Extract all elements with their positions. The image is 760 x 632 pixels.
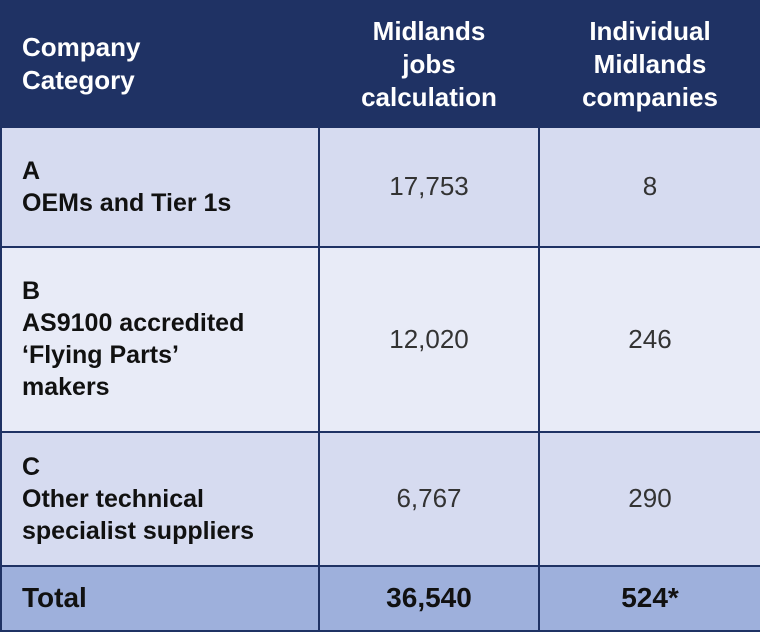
data-row: B AS9100 accredited ‘Flying Parts’ makers 12… bbox=[0, 245, 760, 433]
header-cell: Midlands jobs calculation bbox=[318, 0, 540, 128]
data-row: A OEMs and Tier 1s 17,753 8 bbox=[0, 126, 760, 248]
header-cell: Company Category bbox=[0, 0, 320, 128]
companies-cell: 8 bbox=[538, 126, 760, 248]
jobs-cell: 17,753 bbox=[318, 126, 540, 248]
companies-cell: 290 bbox=[538, 430, 760, 567]
category-letter: C bbox=[22, 452, 41, 481]
category-name: AS9100 accredited bbox=[22, 309, 245, 338]
category-name: Other technical bbox=[22, 484, 204, 513]
category-cell: C Other technical specialist suppliers bbox=[0, 430, 320, 567]
category-letter: B bbox=[22, 277, 41, 306]
total-row: Total 36,540 524* bbox=[0, 564, 760, 632]
table-body: A OEMs and Tier 1s 17,753 8 B AS9100 accredit… bbox=[0, 126, 760, 632]
category-name: OEMs and Tier 1s bbox=[22, 188, 232, 217]
jobs-cell: 12,020 bbox=[318, 245, 540, 433]
data-row: C Other technical specialist suppliers 6,76… bbox=[0, 430, 760, 567]
total-cell: 36,540 bbox=[318, 564, 540, 632]
category-name: specialist suppliers bbox=[22, 516, 255, 545]
companies-cell: 246 bbox=[538, 245, 760, 433]
category-name: ‘Flying Parts’ bbox=[22, 341, 179, 370]
header-row: Company Category Midlands jobs calculatio… bbox=[0, 0, 760, 128]
total-cell: Total bbox=[0, 564, 320, 632]
category-cell: A OEMs and Tier 1s bbox=[0, 126, 320, 248]
category-cell: B AS9100 accredited ‘Flying Parts’ makers bbox=[0, 245, 320, 433]
total-cell: 524* bbox=[538, 564, 760, 632]
header-cell: Individual Midlands companies bbox=[538, 0, 760, 128]
header-text: Midlands jobs calculation bbox=[361, 15, 497, 112]
category-name: makers bbox=[22, 373, 110, 402]
header-text: Company Category bbox=[22, 32, 141, 95]
jobs-cell: 6,767 bbox=[318, 430, 540, 567]
category-letter: A bbox=[22, 156, 41, 185]
header-text: Individual Midlands companies bbox=[582, 15, 718, 112]
